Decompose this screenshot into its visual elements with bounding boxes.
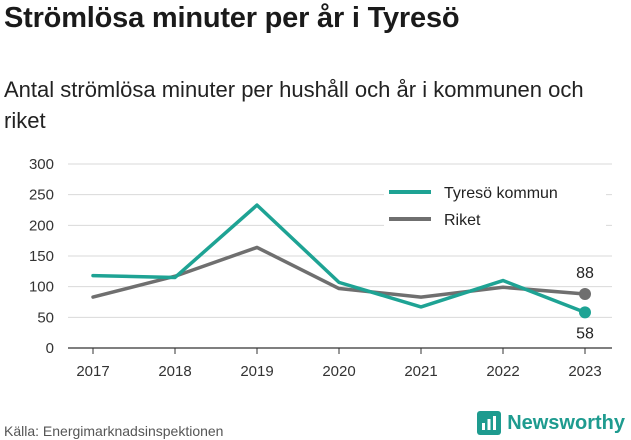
source-text: Källa: Energimarknadsinspektionen: [4, 423, 224, 439]
x-tick-label: 2018: [158, 363, 191, 380]
y-tick-label: 50: [37, 309, 54, 326]
y-tick-label: 200: [29, 217, 54, 234]
newsworthy-logo-icon: [477, 411, 502, 435]
series-end-point-riket: [579, 288, 591, 301]
y-tick-label: 0: [46, 340, 54, 357]
x-tick-label: 2017: [76, 363, 109, 380]
y-tick-label: 150: [29, 248, 54, 265]
y-tick-label: 100: [29, 279, 54, 296]
x-tick-label: 2023: [568, 363, 601, 380]
series-line-riket: [91, 245, 587, 299]
x-tick-label: 2022: [486, 363, 519, 380]
series-end-point-tyreso: [579, 306, 591, 319]
chart-title: Strömlösa minuter per år i Tyresö: [4, 2, 460, 34]
legend-label-riket: Riket: [444, 212, 481, 229]
chart-subtitle: Antal strömlösa minuter per hushåll och …: [4, 77, 584, 133]
data-label-tyreso: 58: [576, 325, 594, 342]
series-line-tyreso: [91, 203, 587, 315]
data-label-riket: 88: [576, 265, 594, 282]
x-tick-label: 2020: [322, 363, 355, 380]
x-tick-label: 2019: [240, 363, 273, 380]
legend-box: [384, 176, 606, 232]
x-tick-label: 2021: [404, 363, 437, 380]
legend-label-tyreso: Tyresö kommun: [444, 185, 558, 202]
brand-logo: Newsworthy: [477, 411, 625, 435]
y-tick-label: 250: [29, 187, 54, 204]
brand-name: Newsworthy: [507, 411, 625, 434]
y-tick-label: 300: [29, 156, 54, 173]
